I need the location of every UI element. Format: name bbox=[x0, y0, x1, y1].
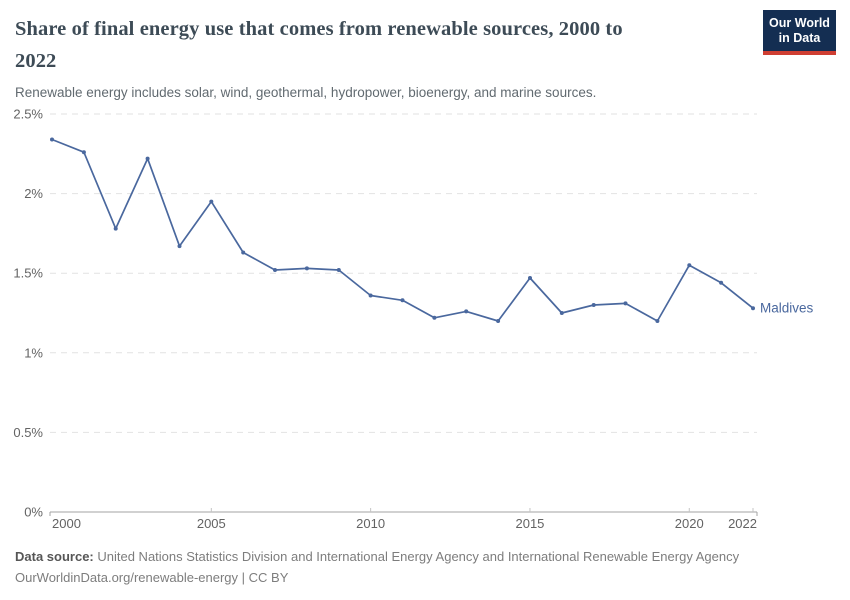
data-point-marker bbox=[687, 263, 692, 268]
data-point-marker bbox=[655, 319, 660, 323]
chart-subtitle: Renewable energy includes solar, wind, g… bbox=[15, 85, 597, 100]
x-axis-tick-label: 2010 bbox=[356, 516, 385, 531]
data-point-marker bbox=[591, 303, 596, 307]
data-source-label: Data source: bbox=[15, 549, 94, 564]
data-point-marker bbox=[432, 315, 437, 320]
data-point-marker bbox=[368, 293, 373, 298]
data-point-marker bbox=[304, 266, 309, 271]
title-line-1: Share of final energy use that comes fro… bbox=[15, 18, 623, 40]
data-point-marker bbox=[400, 298, 405, 303]
x-axis-tick-label: 2022 bbox=[728, 516, 757, 531]
license-line: OurWorldinData.org/renewable-energy | CC… bbox=[15, 570, 289, 585]
owid-logo: Our World in Data bbox=[763, 10, 836, 55]
x-axis-tick-label: 2005 bbox=[197, 516, 226, 531]
data-point-marker bbox=[719, 280, 724, 285]
y-axis-tick-label: 1% bbox=[24, 345, 43, 360]
title-line-2: 2022 bbox=[15, 50, 57, 72]
y-axis-tick-label: 2% bbox=[24, 186, 43, 201]
data-point-marker bbox=[273, 268, 277, 272]
data-point-marker bbox=[50, 137, 54, 142]
owid-logo-line1: Our World bbox=[769, 16, 830, 30]
data-point-marker bbox=[336, 268, 341, 272]
data-point-marker bbox=[113, 226, 118, 231]
data-source-text: United Nations Statistics Division and I… bbox=[93, 549, 740, 564]
owid-logo-line2: in Data bbox=[778, 31, 821, 45]
x-axis-tick-label: 2000 bbox=[52, 516, 81, 531]
data-point-marker bbox=[464, 309, 469, 314]
series-label: Maldives bbox=[760, 301, 814, 316]
chart-header: Share of final energy use that comes fro… bbox=[15, 13, 763, 100]
x-axis-tick-label: 2020 bbox=[675, 516, 704, 531]
chart-footer: Data source: United Nations Statistics D… bbox=[15, 546, 835, 588]
data-point-marker bbox=[496, 319, 501, 323]
data-point-marker bbox=[241, 250, 246, 255]
data-source-line: Data source: United Nations Statistics D… bbox=[15, 546, 835, 567]
data-point-marker bbox=[81, 150, 86, 155]
data-point-marker bbox=[623, 301, 628, 306]
y-axis-tick-label: 2.5% bbox=[13, 107, 43, 122]
data-point-marker bbox=[145, 156, 150, 161]
y-axis-tick-label: 1.5% bbox=[13, 266, 43, 281]
data-point-marker bbox=[177, 244, 182, 249]
y-axis-tick-label: 0.5% bbox=[13, 425, 43, 440]
data-point-marker bbox=[559, 311, 564, 315]
data-line bbox=[51, 138, 754, 322]
data-point-marker bbox=[528, 276, 532, 280]
page-title: Share of final energy use that comes fro… bbox=[15, 13, 763, 77]
data-point-marker bbox=[209, 199, 214, 204]
data-point-marker bbox=[751, 306, 755, 311]
y-axis-tick-label: 0% bbox=[24, 505, 43, 520]
x-axis-tick-label: 2015 bbox=[515, 516, 544, 531]
